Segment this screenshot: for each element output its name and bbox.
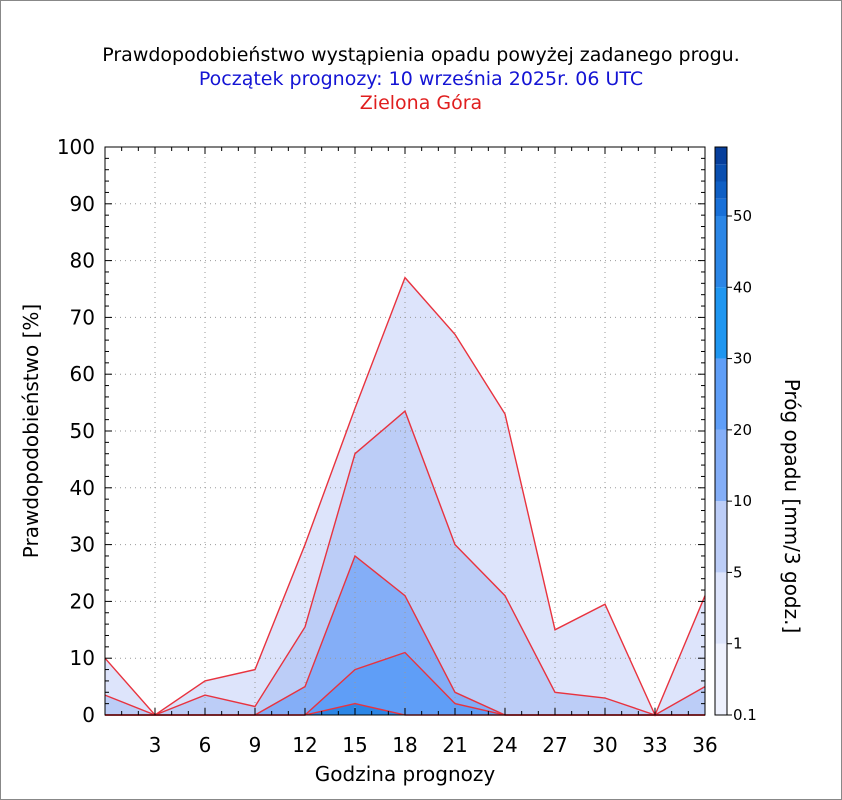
- x-tick-labels: 3 6 9 12 15 18 21 24 27 30 33 36: [149, 733, 718, 757]
- y-tick-label: 70: [70, 305, 95, 329]
- x-tick-label: 33: [642, 733, 667, 757]
- colorbar-band: [715, 429, 727, 502]
- y-tick-label: 0: [82, 703, 95, 727]
- x-tick-label: 30: [592, 733, 617, 757]
- colorbar-tick-label: 0.1: [733, 706, 757, 724]
- x-tick-label: 27: [542, 733, 567, 757]
- x-tick-label: 36: [692, 733, 717, 757]
- x-tick-label: 9: [249, 733, 262, 757]
- colorbar-tick-label: 10: [733, 492, 752, 510]
- area-threshold-10: [105, 652, 705, 715]
- line-threshold-1: [104, 409, 706, 716]
- y-tick-label: 20: [70, 589, 95, 613]
- y-tick-label: 90: [70, 192, 95, 216]
- colorbar: 0.1 1 5 10 20 30 40 50: [714, 146, 757, 724]
- colorbar-band: [715, 643, 727, 715]
- y-tick-label: 60: [70, 362, 95, 386]
- x-tick-label: 21: [442, 733, 467, 757]
- y-tick-label: 80: [70, 249, 95, 273]
- x-tick-label: 18: [392, 733, 417, 757]
- x-tick-label: 24: [492, 733, 517, 757]
- forecast-start: Początek prognozy: 10 września 2025r. 06…: [198, 68, 644, 90]
- colorbar-band: [715, 181, 727, 199]
- colorbar-band: [715, 358, 727, 430]
- colorbar-tick-label: 40: [733, 278, 752, 296]
- y-tick-labels: 0 10 20 30 40 50 60 70 80 90 100: [57, 135, 95, 727]
- area-threshold-5: [105, 556, 705, 715]
- colorbar-tick-label: 1: [733, 635, 743, 653]
- colorbar-tick-label: 5: [733, 563, 743, 581]
- y-tick-label: 10: [70, 646, 95, 670]
- y-tick-label: 30: [70, 533, 95, 557]
- x-tick-label: 15: [342, 733, 367, 757]
- colorbar-band: [715, 572, 727, 644]
- colorbar-band: [715, 147, 727, 165]
- colorbar-band: [715, 216, 727, 288]
- series-areas: [105, 277, 705, 715]
- area-threshold-1: [105, 411, 705, 715]
- y-axis-title: Prawdopodobieństwo [%]: [19, 304, 43, 558]
- x-tick-label: 3: [149, 733, 162, 757]
- colorbar-band: [715, 287, 727, 359]
- x-tick-label: 6: [199, 733, 212, 757]
- x-axis-title: Godzina prognozy: [315, 762, 496, 786]
- chart-title: Prawdopodobieństwo wystąpienia opadu pow…: [102, 44, 740, 66]
- x-tick-label: 12: [292, 733, 317, 757]
- colorbar-band: [715, 164, 727, 182]
- y-tick-label: 50: [70, 419, 95, 443]
- line-threshold-0_1: [104, 276, 706, 717]
- y-tick-label: 40: [70, 476, 95, 500]
- axis-ticks: [104, 146, 706, 716]
- colorbar-frame: [714, 146, 728, 716]
- colorbar-band: [715, 198, 727, 216]
- colorbar-band: [715, 501, 727, 573]
- grid-lines: [105, 147, 705, 715]
- location-name: Zielona Góra: [359, 92, 483, 114]
- colorbar-tick-label: 20: [733, 421, 752, 439]
- colorbar-tick-label: 30: [733, 350, 752, 368]
- colorbar-title: Próg opadu [mm/3 godz.]: [780, 379, 804, 634]
- y-tick-label: 100: [57, 135, 95, 159]
- colorbar-tick-label: 50: [733, 207, 752, 225]
